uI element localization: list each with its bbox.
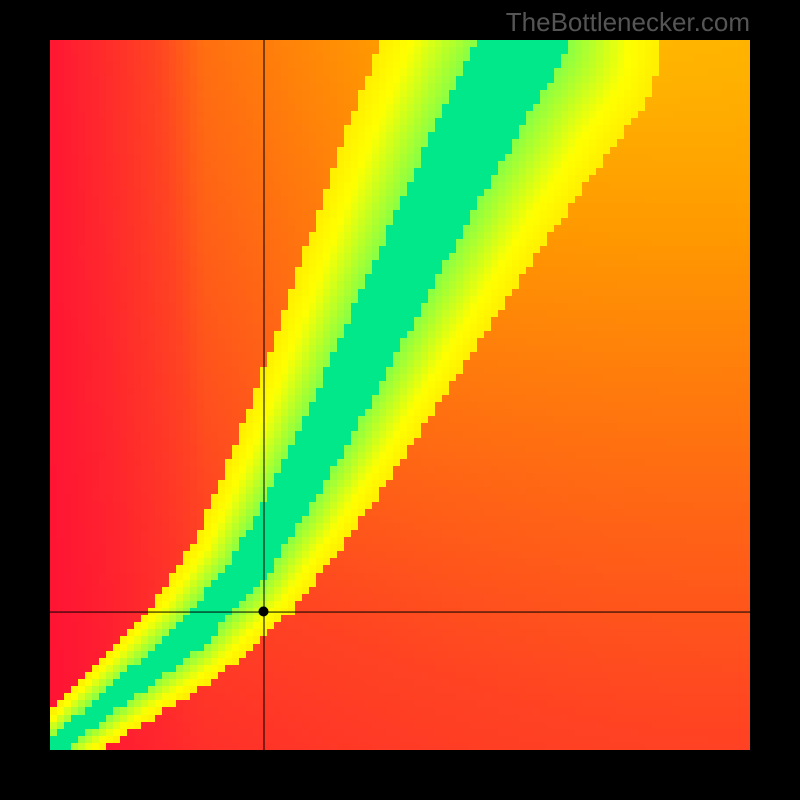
heatmap-canvas xyxy=(50,40,750,750)
watermark-text: TheBottlenecker.com xyxy=(506,7,750,38)
plot-area xyxy=(50,40,750,750)
chart-frame: TheBottlenecker.com xyxy=(0,0,800,800)
